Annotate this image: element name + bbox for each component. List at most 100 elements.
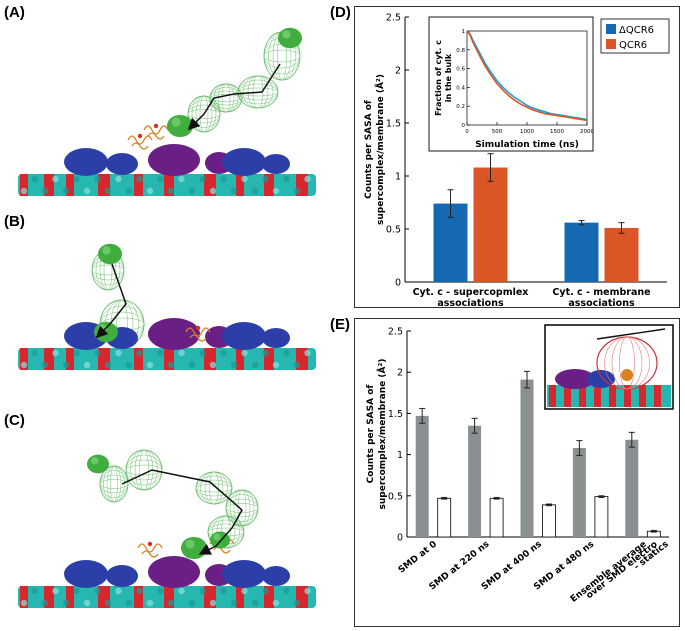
inset-y-tick-label: 0.4 — [456, 85, 465, 91]
membrane-texture — [199, 349, 206, 357]
complex-iii-blob-lobe — [86, 336, 99, 349]
membrane-texture — [52, 587, 59, 595]
lipid-chain — [137, 543, 163, 553]
membrane-lipid-patch — [44, 348, 54, 370]
membrane-texture — [136, 587, 143, 595]
cytochrome-c — [278, 27, 302, 49]
membrane-texture — [20, 361, 28, 369]
membrane-texture — [157, 349, 164, 357]
inset-x-tick-label: 2000 — [580, 129, 594, 135]
bar — [473, 167, 508, 282]
bar — [520, 379, 534, 537]
cardiolipin — [137, 541, 163, 558]
complex-iii-blob-lobe — [275, 566, 285, 576]
complex-iii-blob-lobe — [267, 566, 277, 576]
y-axis-label: supercomplex/membrane (Å²) — [375, 74, 386, 225]
y-tick-label: 2.5 — [388, 327, 403, 338]
membrane-texture — [178, 349, 185, 357]
membrane-texture — [73, 587, 80, 595]
membrane-texture — [304, 587, 311, 595]
complex-iv-blob-lobe — [174, 557, 189, 572]
legend-swatch — [606, 39, 616, 49]
chart-e: 0 0.5 1 1.5 2 2.5 Counts per SASA of supercompl… — [366, 324, 674, 605]
cytc-blob-lobe — [178, 126, 189, 137]
membrane-lipid-patch — [134, 174, 143, 196]
membrane-texture — [146, 361, 154, 369]
panel-label-c: (C) — [4, 412, 25, 429]
density-mesh — [125, 449, 163, 491]
membrane-texture — [115, 587, 122, 595]
complex-iii-blob-lobe — [231, 561, 244, 574]
complex-iii-blob-lobe — [112, 565, 123, 576]
chart-d: 0 0.5 1 1.5 2 2.5 Counts per SASA of supercompl… — [364, 13, 670, 306]
mesh-line — [191, 95, 217, 133]
mesh-line — [99, 470, 129, 498]
cytc-blob-lobe — [97, 455, 106, 464]
complex-iii-blob-lobe — [121, 338, 132, 349]
x-tick-label: SMD at 0 — [397, 539, 439, 575]
snapshot-membrane-patch — [624, 385, 631, 407]
y-tick-label: 2 — [397, 368, 403, 379]
complex-iii-blob-lobe — [121, 153, 132, 164]
membrane-texture — [94, 587, 101, 595]
inset-frame — [428, 16, 594, 152]
membrane-texture — [293, 361, 301, 369]
x-tick-label: associations — [568, 298, 635, 306]
trajectory-arrow — [121, 469, 243, 555]
membrane-texture — [241, 587, 248, 595]
trajectory-arrow — [95, 263, 127, 339]
membrane-texture — [73, 175, 80, 183]
membrane-texture — [283, 175, 290, 183]
complex-iii-blob-lobe — [244, 149, 257, 162]
cytochrome-c — [167, 114, 193, 138]
snapshot-lipid — [621, 369, 633, 381]
membrane-lipid-patch — [164, 586, 174, 608]
bar — [415, 415, 429, 537]
complex-iii-blob-lobe — [121, 327, 132, 338]
complex-iii-blob-lobe — [86, 149, 99, 162]
membrane-texture — [146, 187, 154, 195]
membrane-texture — [136, 349, 143, 357]
legend-label: QCR6 — [619, 40, 647, 51]
membrane-texture — [62, 599, 70, 607]
inset-y-axis-label: in the bulk — [444, 53, 453, 102]
membrane-texture — [31, 175, 38, 183]
membrane-texture — [220, 349, 227, 357]
y-tick-label: 0.5 — [386, 225, 401, 236]
membrane-texture — [62, 187, 70, 195]
membrane-texture — [94, 349, 101, 357]
mesh-line — [237, 79, 279, 105]
mesh-line — [212, 515, 240, 549]
membrane-texture — [188, 187, 196, 195]
complex-iii-blob-lobe — [275, 338, 285, 348]
y-axis-label: supercomplex/membrane (Å²) — [377, 359, 388, 510]
membrane-texture — [31, 587, 38, 595]
mesh-line — [139, 449, 149, 491]
cytc-blob-lobe — [219, 540, 227, 548]
inset-x-tick-label: 1500 — [550, 129, 564, 135]
inset-series-line — [466, 30, 588, 121]
complex-iv-blob-lobe — [159, 319, 174, 334]
membrane-texture — [115, 349, 122, 357]
membrane-texture — [262, 175, 269, 183]
complex-iv-blob-lobe — [159, 557, 174, 572]
complex-iii-blob-lobe — [73, 561, 86, 574]
membrane-texture — [104, 599, 112, 607]
lipid-head — [195, 325, 201, 331]
membrane-texture — [241, 175, 248, 183]
density-mesh — [225, 489, 259, 527]
cytc-blob-lobe — [178, 115, 189, 126]
cytochrome-c — [181, 536, 207, 560]
membrane-lipid-patch — [236, 348, 244, 370]
membrane-texture — [304, 175, 311, 183]
cytc-highlight — [185, 539, 195, 549]
mesh-line — [130, 449, 158, 491]
inset-y-tick-label: 0.2 — [456, 104, 465, 110]
membrane-lipid-patch — [66, 174, 74, 196]
cytc-highlight — [213, 533, 221, 541]
membrane — [18, 174, 316, 196]
x-tick-label: Cyt. c - membrane — [552, 287, 650, 298]
mesh-line — [225, 494, 259, 522]
lipid-head — [147, 541, 153, 547]
cytc-blob-lobe — [109, 244, 119, 254]
